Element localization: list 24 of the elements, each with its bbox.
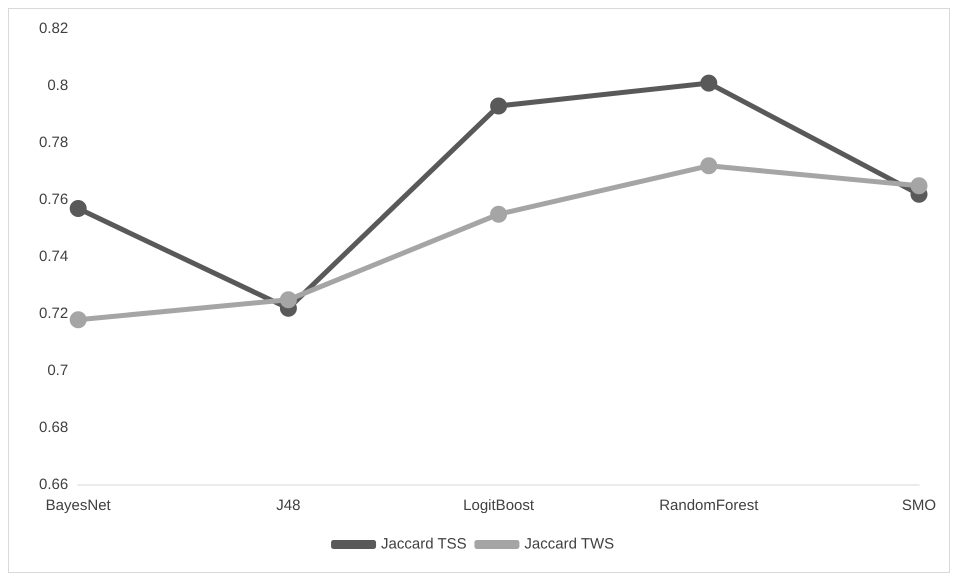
point: [700, 74, 718, 92]
y-tick-label: 0.8: [47, 77, 68, 94]
point: [490, 97, 508, 114]
x-tick-label: BayesNet: [46, 497, 112, 514]
y-tick-label: 0.74: [38, 248, 68, 266]
y-tick-label: 0.68: [38, 419, 68, 436]
legend-label: Jaccard TWS: [524, 536, 614, 553]
y-tick-label: 0.7: [47, 362, 68, 380]
x-tick-label: LogitBoost: [463, 497, 535, 514]
x-tick-label: J48: [276, 497, 300, 514]
y-tick-label: 0.76: [38, 191, 68, 208]
y-tick-label: 0.78: [38, 134, 68, 152]
point: [70, 200, 87, 218]
point: [70, 311, 87, 328]
y-tick-label: 0.72: [38, 305, 68, 322]
point: [280, 291, 297, 308]
point: [910, 177, 928, 194]
x-tick-label: SMO: [902, 497, 936, 514]
x-tick-label: RandomForest: [659, 497, 760, 514]
point: [700, 157, 718, 174]
y-tick-label: 0.82: [38, 20, 68, 38]
point: [490, 206, 508, 223]
legend-label: Jaccard TSS: [381, 536, 467, 553]
y-tick-label: 0.66: [38, 476, 68, 494]
